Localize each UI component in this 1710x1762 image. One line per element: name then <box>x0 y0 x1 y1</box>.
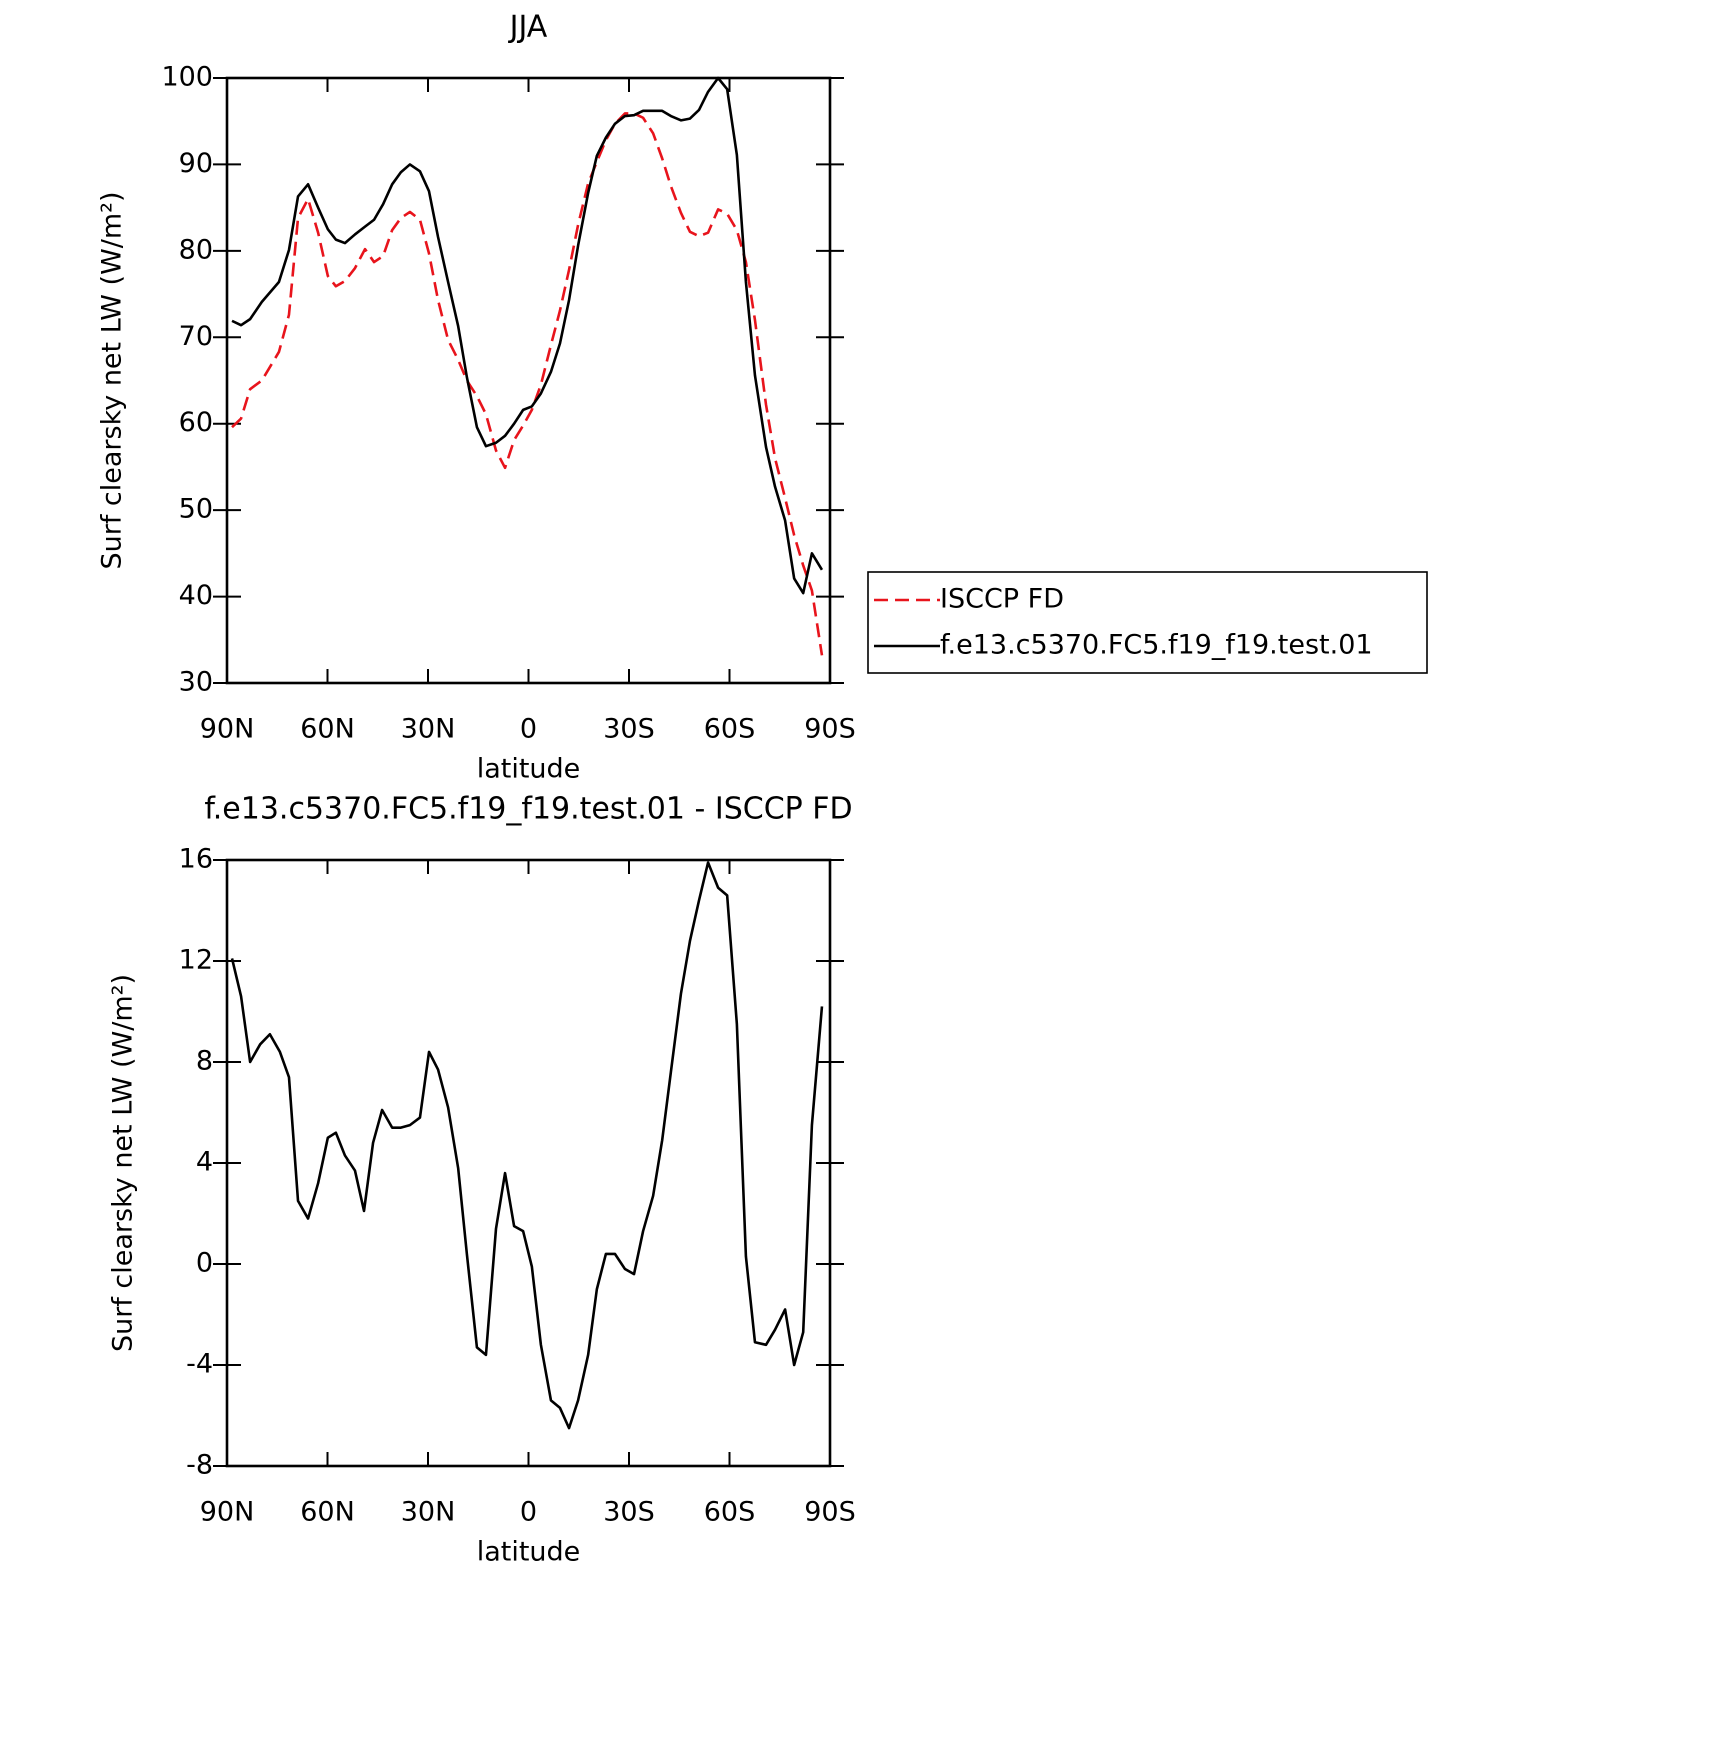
x-tick-label: 0 <box>520 1497 537 1528</box>
plot-frame <box>225 858 832 1468</box>
x-tick-label: 30N <box>401 1497 456 1528</box>
y-tick-label: -4 <box>186 1349 213 1380</box>
x-axis-label: latitude <box>477 754 581 785</box>
x-tick-label: 90N <box>200 1497 255 1528</box>
data-line <box>231 76 824 595</box>
legend-box <box>867 571 1428 674</box>
y-tick-label: 16 <box>179 844 213 875</box>
y-tick-label: 50 <box>179 494 213 525</box>
plot-frame <box>225 76 832 685</box>
x-tick-label: 0 <box>520 714 537 745</box>
x-axis-label: latitude <box>477 1537 581 1568</box>
data-line <box>230 861 824 1430</box>
x-tick-label: 30S <box>603 1497 655 1528</box>
x-tick-label: 60S <box>704 714 756 745</box>
y-tick-label: 12 <box>179 945 213 976</box>
x-tick-label: 90S <box>804 714 856 745</box>
x-tick-label: 60S <box>704 1497 756 1528</box>
x-tick-label: 30S <box>603 714 655 745</box>
y-tick-label: 70 <box>179 321 213 352</box>
y-axis-label: Surf clearsky net LW (W/m²) <box>108 974 139 1352</box>
y-tick-label: 0 <box>196 1248 213 1279</box>
y-tick-label: 40 <box>179 580 213 611</box>
y-tick-label: 90 <box>179 148 213 179</box>
data-line <box>231 112 824 656</box>
x-tick-label: 60N <box>300 1497 355 1528</box>
y-tick-label: 60 <box>179 407 213 438</box>
y-tick-label: 4 <box>196 1147 213 1178</box>
chart-title: JJA <box>508 10 548 45</box>
legend-label: f.e13.c5370.FC5.f19_f19.test.01 <box>940 630 1373 661</box>
x-tick-label: 90S <box>804 1497 856 1528</box>
x-tick-label: 60N <box>300 714 355 745</box>
x-tick-label: 30N <box>401 714 456 745</box>
y-tick-label: 8 <box>196 1046 213 1077</box>
y-tick-label: 30 <box>179 667 213 698</box>
chart-title: f.e13.c5370.FC5.f19_f19.test.01 - ISCCP … <box>204 792 852 827</box>
y-tick-label: 100 <box>161 62 213 93</box>
y-tick-label: -8 <box>186 1450 213 1481</box>
legend-label: ISCCP FD <box>940 584 1064 615</box>
y-axis-label: Surf clearsky net LW (W/m²) <box>97 191 128 569</box>
x-tick-label: 90N <box>200 714 255 745</box>
y-tick-label: 80 <box>179 234 213 265</box>
